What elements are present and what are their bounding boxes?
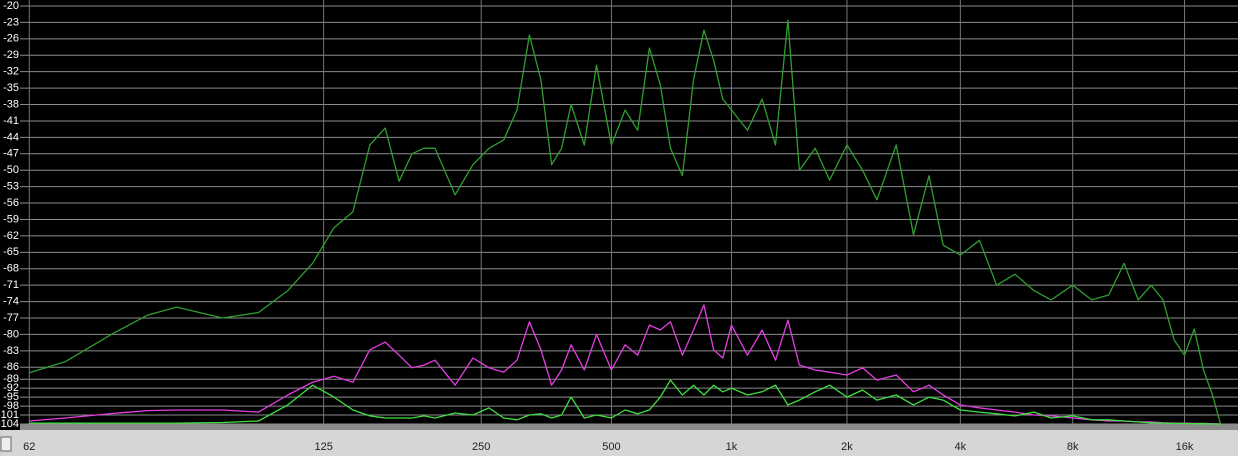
y-tick-label: -59 <box>3 213 19 225</box>
y-tick-label: -80 <box>3 328 19 340</box>
y-tick-label: -98 <box>3 400 19 412</box>
y-tick-label: -92 <box>3 382 19 394</box>
y-tick-label: -104 <box>0 418 19 430</box>
spectrum-line <box>29 19 1222 425</box>
y-tick-label: -95 <box>3 391 19 403</box>
y-tick-label: -26 <box>3 33 19 45</box>
x-tick-label: 8k <box>1067 441 1079 453</box>
y-tick-label: -68 <box>3 263 19 275</box>
y-tick-label: -47 <box>3 148 19 160</box>
y-tick-label: -101 <box>0 409 19 421</box>
y-tick-label: -89 <box>3 373 19 385</box>
y-tick-label: -86 <box>3 361 19 373</box>
y-tick-label: -32 <box>3 66 19 78</box>
plot-background <box>0 0 1238 430</box>
corner-button[interactable] <box>0 436 12 452</box>
y-tick-label: -65 <box>3 246 19 258</box>
y-tick-label: -53 <box>3 181 19 193</box>
y-tick-label: -77 <box>3 312 19 324</box>
y-tick-label: -23 <box>3 16 19 28</box>
x-tick-label: 500 <box>602 441 620 453</box>
y-tick-label: -35 <box>3 82 19 94</box>
grid <box>20 0 1238 430</box>
y-tick-label: -71 <box>3 279 19 291</box>
y-tick-label: -74 <box>3 295 19 307</box>
x-tick-label: 62 <box>23 441 35 453</box>
x-axis-strip <box>0 430 1238 456</box>
spectrum-line <box>29 379 1221 425</box>
y-tick-label: -62 <box>3 230 19 242</box>
x-tick-label: 125 <box>314 441 332 453</box>
noise-floor <box>20 424 1238 430</box>
y-tick-label: -29 <box>3 49 19 61</box>
spectrum-line <box>29 304 1221 425</box>
y-tick-label: -20 <box>3 0 19 12</box>
y-tick-label: -44 <box>3 131 19 143</box>
y-tick-label: -50 <box>3 164 19 176</box>
y-tick-label: -56 <box>3 197 19 209</box>
x-tick-label: 1k <box>726 441 738 453</box>
labels: -20 -23 -26 -29 -32 -35 -38 -41 -44 -47 -50 -53 -56 -… <box>0 0 1194 453</box>
lines <box>29 19 1222 425</box>
y-tick-label: -38 <box>3 98 19 110</box>
y-tick-label: -83 <box>3 345 19 357</box>
x-tick-label: 250 <box>472 441 490 453</box>
x-tick-label: 4k <box>955 441 967 453</box>
x-tick-label: 2k <box>841 441 853 453</box>
y-tick-label: -41 <box>3 115 19 127</box>
x-tick-label: 16k <box>1176 441 1194 453</box>
